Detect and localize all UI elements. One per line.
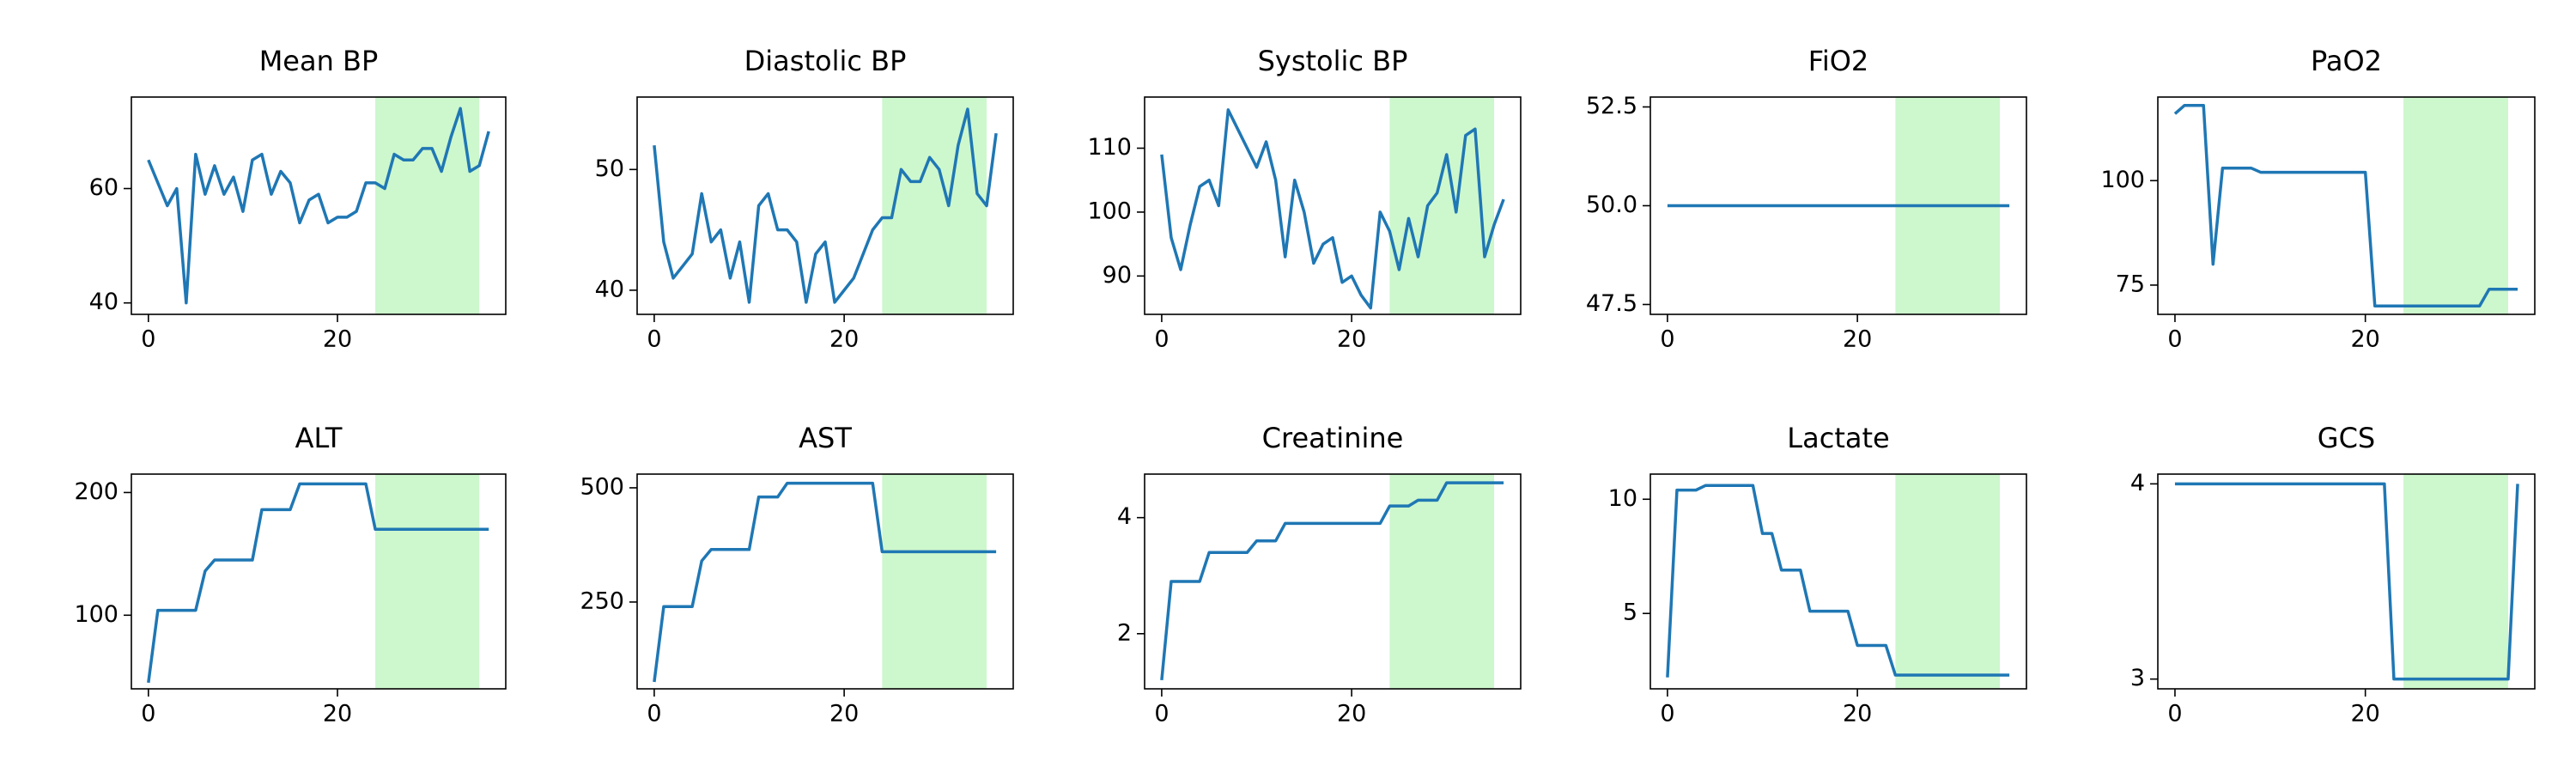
y-tick-label: 500 [580, 473, 624, 500]
y-tick-label: 2 [1117, 619, 1132, 646]
subplot: 0 20 40 50 Diastolic BP [595, 45, 1014, 353]
y-tick-label: 90 [1103, 262, 1132, 289]
highlight-span [1389, 97, 1495, 314]
data-line [653, 481, 997, 683]
y-tick-label: 5 [1623, 600, 1637, 626]
x-tick-label: 0 [141, 701, 155, 727]
x-tick-label: 20 [1337, 326, 1366, 353]
x-tick-label: 20 [1337, 701, 1366, 727]
subplot-title: Creatinine [1262, 422, 1404, 454]
x-tick-label: 20 [829, 326, 859, 353]
axes-frame [636, 96, 1014, 315]
subplot: 0 20 75 100 PaO2 [2100, 45, 2536, 353]
data-line [2173, 103, 2518, 308]
y-tick-label: 4 [1117, 503, 1132, 530]
subplot: 0 20 90 100 110 Systolic BP [1087, 45, 1522, 353]
x-tick-label: 0 [141, 326, 155, 353]
x-tick-label: 20 [1843, 701, 1872, 727]
data-line [1666, 484, 2010, 678]
y-tick-label: 47.5 [1586, 290, 1637, 317]
subplot: 0 20 100 200 ALT [74, 422, 507, 727]
subplot-title: PaO2 [2311, 45, 2382, 77]
y-tick-label: 40 [595, 276, 624, 302]
axes-frame [1144, 96, 1522, 315]
highlight-span [375, 474, 480, 689]
axes-frame [131, 96, 507, 315]
x-tick-label: 20 [323, 701, 352, 727]
subplot-title: Lactate [1787, 422, 1889, 454]
x-tick-label: 0 [1660, 701, 1674, 727]
subplot: 0 20 250 500 AST [580, 422, 1014, 727]
y-tick-label: 100 [74, 601, 118, 628]
data-line [147, 107, 490, 305]
y-tick-label: 3 [2130, 665, 2145, 691]
y-tick-label: 50 [595, 155, 624, 182]
y-tick-label: 110 [1087, 134, 1132, 161]
axes-frame [131, 473, 507, 690]
subplot-title: Systolic BP [1258, 45, 1408, 77]
axes-frame [1649, 473, 2027, 690]
y-tick-label: 75 [2116, 271, 2145, 297]
x-tick-label: 20 [2350, 326, 2379, 353]
y-tick-label: 40 [89, 289, 118, 315]
subplot: 0 20 2 4 Creatinine [1117, 422, 1522, 727]
subplot-title: GCS [2318, 422, 2375, 454]
subplot-title: AST [799, 422, 852, 454]
y-tick-label: 200 [74, 478, 118, 505]
subplot: 0 20 47.5 50.0 52.5 FiO2 [1586, 45, 2027, 353]
axes-frame [636, 473, 1014, 690]
subplot: 0 20 5 10 Lactate [1608, 422, 2027, 727]
y-tick-label: 100 [2100, 167, 2145, 193]
subplot: 0 20 40 60 Mean BP [89, 45, 507, 353]
x-tick-label: 0 [1154, 326, 1169, 353]
x-tick-label: 20 [1843, 326, 1872, 353]
highlight-span [2403, 474, 2508, 689]
data-line [653, 107, 998, 304]
x-tick-label: 20 [829, 701, 859, 727]
data-line [1160, 481, 1504, 681]
subplot-title: Diastolic BP [744, 45, 907, 77]
axes-frame [2157, 473, 2536, 690]
x-tick-label: 20 [2350, 701, 2379, 727]
subplot-title: Mean BP [259, 45, 379, 77]
x-tick-label: 20 [323, 326, 352, 353]
data-line [2174, 482, 2519, 681]
highlight-span [1895, 474, 2001, 689]
highlight-span [882, 474, 987, 689]
highlight-span [2403, 97, 2508, 314]
data-line [1160, 108, 1505, 310]
y-tick-label: 4 [2130, 470, 2145, 496]
x-tick-label: 0 [2167, 701, 2182, 727]
subplot-title: ALT [295, 422, 343, 454]
axes-frame [2157, 96, 2536, 315]
x-tick-label: 0 [647, 326, 661, 353]
y-tick-label: 100 [1087, 198, 1132, 224]
highlight-span [1389, 474, 1495, 689]
x-tick-label: 0 [1154, 701, 1169, 727]
y-tick-label: 60 [89, 174, 118, 201]
y-tick-label: 250 [580, 587, 624, 614]
subplot-title: FiO2 [1808, 45, 1869, 77]
y-tick-label: 50.0 [1586, 192, 1637, 218]
subplot: 0 20 3 4 GCS [2130, 422, 2536, 727]
data-line [147, 482, 489, 684]
x-tick-label: 0 [2167, 326, 2182, 353]
axes-frame [1144, 473, 1522, 690]
x-tick-label: 0 [1660, 326, 1674, 353]
highlight-span [375, 97, 480, 314]
y-tick-label: 52.5 [1586, 93, 1637, 119]
y-tick-label: 10 [1608, 485, 1637, 512]
x-tick-label: 0 [647, 701, 661, 727]
